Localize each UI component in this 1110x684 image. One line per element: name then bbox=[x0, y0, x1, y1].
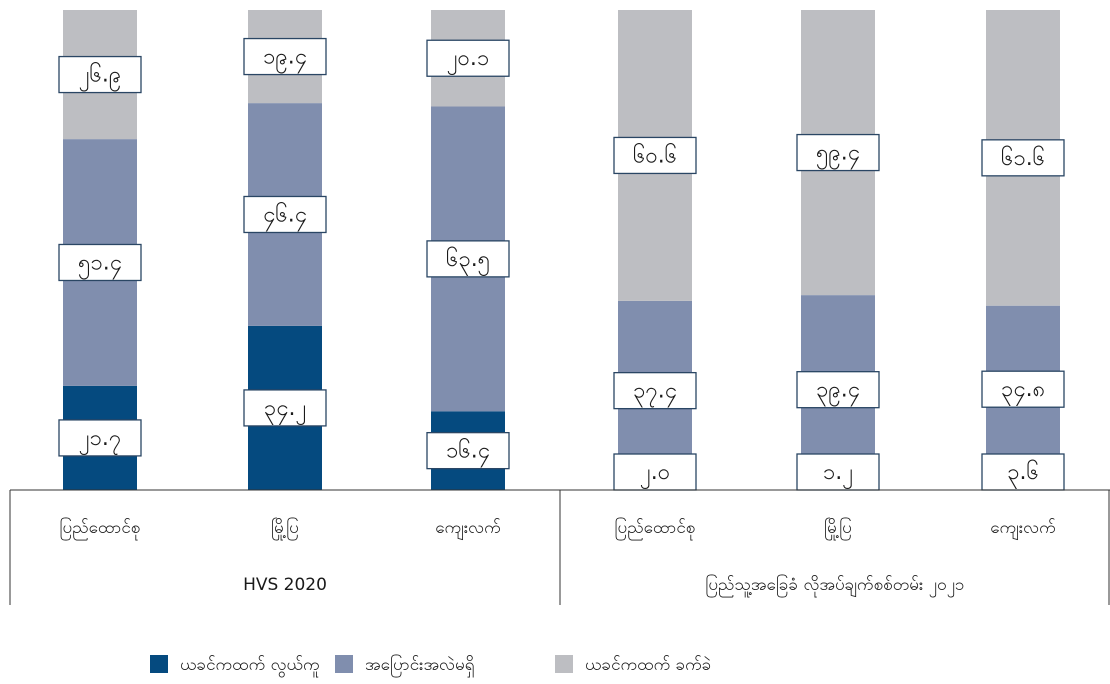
value-label: ၃၇.၄ bbox=[633, 379, 677, 408]
bars bbox=[63, 10, 1060, 490]
x-tick-label: ပြည်ထောင်စု bbox=[60, 516, 141, 541]
value-labels: ၂၁.၇ ၅၁.၄ ၂၆.၉၃၄.၂ ၄၆.၄ ၁၉.၄၁၆.၄ ၆၃.၅ ၂၀.၁၂.၀ ၃… bbox=[58, 37, 1065, 491]
legend-label: အပြောင်းအလဲမရှိ bbox=[365, 653, 474, 678]
label-box bbox=[243, 389, 327, 427]
label-box bbox=[243, 37, 327, 76]
value-label: ၃၄.၂ bbox=[264, 396, 307, 425]
value-label: ၂.၀ bbox=[640, 460, 670, 489]
label-box bbox=[796, 453, 880, 491]
legend-swatch bbox=[335, 655, 353, 673]
value-label: ၁၉.၄ bbox=[263, 45, 307, 74]
x-axis-labels: HVS 2020 ပြည်ထောင်စု မြို့ပြ ကျေးလက်ပြည်သူ့… bbox=[60, 516, 1056, 598]
value-label: ၆၀.၆ bbox=[633, 142, 677, 168]
label-box bbox=[426, 39, 510, 77]
value-label: ၃.၆ bbox=[1007, 459, 1039, 489]
value-label: ၃၄.၈ bbox=[1001, 377, 1045, 406]
label-box bbox=[613, 136, 697, 175]
label-box bbox=[981, 370, 1065, 408]
label-box bbox=[243, 195, 327, 234]
legend-label: ယခင်ကထက် လွယ်ကူ bbox=[180, 655, 320, 678]
value-label: ၂၆.၉ bbox=[79, 62, 122, 92]
value-label: ၆၁.၆ bbox=[1001, 145, 1045, 171]
value-label: ၂၁.၇ bbox=[79, 426, 122, 455]
value-label: ၄၆.၄ bbox=[263, 201, 307, 231]
legend-label: ယခင်ကထက် ခက်ခဲ bbox=[585, 655, 711, 675]
label-box bbox=[426, 431, 510, 470]
value-label: ၆၃.၅ bbox=[446, 246, 490, 276]
label-box bbox=[981, 139, 1065, 177]
label-box bbox=[426, 240, 510, 278]
legend-swatch bbox=[555, 655, 573, 673]
label-box bbox=[58, 55, 142, 94]
label-box bbox=[796, 133, 880, 172]
legend-swatch bbox=[150, 655, 168, 673]
label-box bbox=[613, 371, 697, 410]
group-label: HVS 2020 bbox=[243, 575, 327, 595]
x-tick-label: ပြည်ထောင်စု bbox=[615, 516, 696, 541]
x-tick-label: ကျေးလက် bbox=[435, 518, 500, 541]
label-box bbox=[796, 371, 880, 409]
label-box bbox=[58, 419, 142, 457]
label-box bbox=[981, 453, 1065, 491]
label-box bbox=[58, 243, 142, 282]
x-tick-label: ကျေးလက် bbox=[990, 518, 1055, 541]
value-label: ၁.၂ bbox=[823, 460, 853, 489]
value-label: ၃၉.၄ bbox=[816, 378, 860, 407]
value-label: ၂၀.၁ bbox=[447, 46, 490, 75]
x-tick-label: မြို့ပြ bbox=[824, 516, 852, 541]
group-label: ပြည်သူ့အခြေခံ လိုအပ်ချက်စစ်တမ်း ၂၀၂၁ bbox=[705, 573, 964, 598]
legend: ယခင်ကထက် လွယ်ကူ အပြောင်းအလဲမရှိ ယခင်ကထက် ခ… bbox=[150, 653, 711, 678]
value-label: ၅၉.၄ bbox=[816, 141, 860, 170]
value-label: ၁၆.၄ bbox=[446, 438, 490, 468]
value-label: ၅၁.၄ bbox=[78, 250, 122, 279]
label-box bbox=[613, 453, 697, 491]
x-tick-label: မြို့ပြ bbox=[271, 516, 299, 541]
